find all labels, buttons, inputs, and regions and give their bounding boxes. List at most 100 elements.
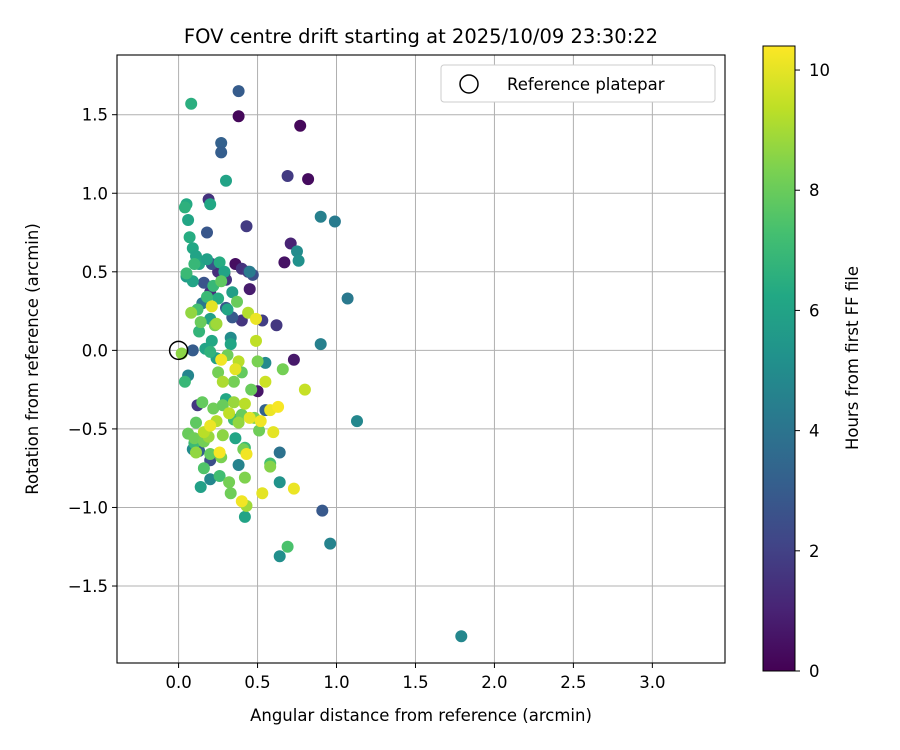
y-tick-label: −0.5 (68, 420, 108, 439)
scatter-point (220, 174, 232, 187)
scatter-point (276, 363, 289, 376)
colorbar-tick-label: 0 (809, 662, 820, 681)
scatter-point (273, 446, 286, 459)
scatter-point (254, 415, 267, 428)
scatter-point (186, 344, 199, 357)
x-tick-label: 2.5 (560, 673, 586, 692)
scatter-point (207, 402, 220, 415)
reference-marker (168, 340, 189, 361)
chart-title: FOV centre drift starting at 2025/10/09 … (184, 25, 658, 48)
scatter-point (314, 338, 327, 351)
scatter-point (216, 429, 229, 442)
scatter-point (215, 275, 228, 288)
colorbar-label: Hours from first FF file (843, 266, 862, 450)
scatter-points (175, 85, 468, 643)
scatter-point (229, 363, 242, 376)
scatter-point (193, 325, 206, 338)
scatter-point (190, 446, 202, 459)
scatter-point (188, 258, 201, 270)
scatter-point (215, 146, 228, 159)
legend-marker (459, 74, 479, 94)
scatter-point (215, 137, 228, 149)
x-tick-label: 1.5 (402, 673, 428, 692)
scatter-point (185, 306, 198, 319)
y-tick-label: −1.5 (68, 577, 108, 596)
scatter-point (267, 426, 280, 439)
scatter-point (183, 231, 196, 244)
scatter-point (213, 256, 226, 269)
legend-label: Reference platepar (507, 75, 665, 94)
scatter-point (185, 97, 198, 110)
scatter-point (250, 334, 262, 347)
scatter-point (287, 482, 300, 495)
scatter-point (223, 476, 236, 489)
scatter-point (270, 319, 283, 332)
scatter-point (213, 470, 226, 482)
x-tick-label: 0.0 (165, 673, 191, 692)
scatter-point (240, 220, 253, 233)
scatter-point (227, 375, 240, 388)
scatter-point (264, 460, 277, 473)
scatter-point (178, 201, 191, 214)
scatter-point (197, 462, 210, 475)
legend: Reference platepar (440, 64, 716, 103)
scatter-point (204, 448, 217, 460)
scatter-point (328, 215, 341, 228)
scatter-point (259, 375, 272, 388)
colorbar-tick-label: 6 (809, 301, 820, 320)
scatter-point (243, 265, 256, 278)
scatter-point (238, 471, 251, 484)
x-tick-label: 1.0 (323, 673, 349, 692)
scatter-point (223, 407, 236, 420)
scatter-point (205, 334, 218, 347)
x-tick-label: 2.0 (481, 673, 507, 692)
colorbar-tick-label: 2 (809, 542, 820, 561)
colorbar-ticks: 0 2 4 6 8 10 (795, 61, 830, 681)
scatter-point (231, 295, 243, 308)
scatter-point (256, 487, 269, 500)
scatter-point (243, 283, 256, 296)
scatter-point (251, 355, 264, 368)
scatter-point (351, 415, 363, 428)
scatter-point (291, 245, 303, 258)
scatter-point (341, 292, 354, 305)
scatter-point (250, 312, 262, 325)
x-axis-ticks: 0.0 0.5 1.0 1.5 2.0 2.5 3.0 (165, 663, 665, 692)
y-axis-label: Rotation from reference (arcmin) (23, 223, 42, 495)
scatter-point (232, 110, 245, 123)
scatter-point (238, 510, 251, 523)
scatter-point (235, 495, 248, 508)
scatter-point (238, 397, 251, 410)
scatter-point (216, 375, 229, 388)
scatter-point (314, 210, 327, 223)
scatter-point (226, 286, 239, 299)
scatter-point (253, 424, 266, 437)
x-axis-label: Angular distance from reference (arcmin) (250, 706, 592, 725)
scatter-point (292, 254, 305, 267)
scatter-point (194, 481, 207, 493)
scatter-point (287, 353, 300, 366)
scatter-point (224, 338, 237, 351)
y-tick-label: 0.5 (82, 263, 108, 282)
scatter-point (232, 85, 245, 98)
scatter-point (302, 173, 315, 186)
scatter-point (232, 459, 245, 471)
scatter-point (205, 300, 218, 313)
scatter-point (182, 214, 195, 226)
colorbar-tick-label: 8 (809, 181, 820, 200)
colorbar-gradient (762, 45, 796, 672)
scatter-point (221, 303, 234, 316)
legend-box (440, 64, 716, 103)
scatter-point (324, 537, 337, 550)
scatter-point (204, 473, 217, 486)
scatter-point (281, 540, 294, 553)
scatter-point (201, 290, 213, 303)
y-tick-label: 0.0 (82, 341, 108, 360)
scatter-point (294, 119, 307, 132)
scatter-point (194, 316, 207, 329)
colorbar: 0 2 4 6 8 10 Hours from first FF file (762, 45, 862, 681)
x-tick-label: 3.0 (639, 673, 665, 692)
scatter-point (455, 630, 468, 643)
